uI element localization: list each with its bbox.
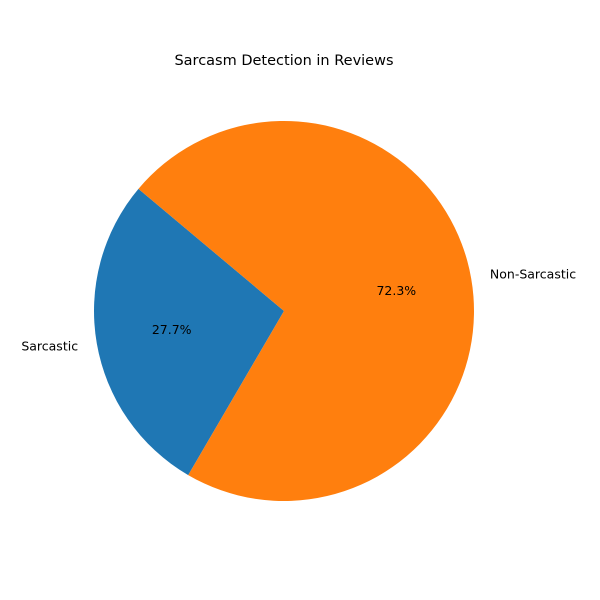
pie-slices — [93, 121, 475, 501]
pie-slice-non-sarcastic — [138, 121, 475, 501]
slice-percent-non-sarcastic: 72.3% — [376, 283, 416, 298]
pie-slice-sarcastic — [93, 188, 284, 476]
slice-percent-sarcastic: 27.7% — [152, 322, 192, 337]
slice-label-sarcastic: Sarcastic — [21, 338, 78, 353]
pie-labels: Sarcastic 27.7% Non-Sarcastic 72.3% — [21, 267, 576, 354]
chart-title: Sarcasm Detection in Reviews — [174, 53, 393, 69]
slice-label-non-sarcastic: Non-Sarcastic — [490, 267, 576, 282]
